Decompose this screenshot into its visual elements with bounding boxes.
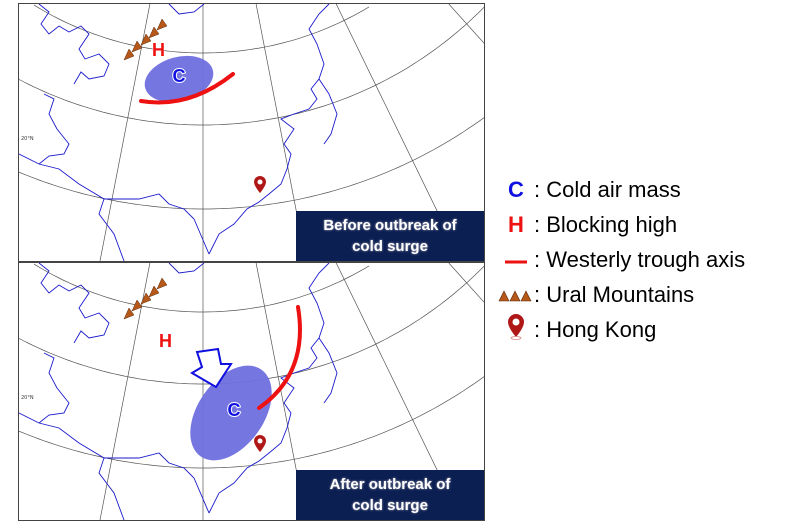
high-symbol: H — [508, 211, 524, 237]
latitude-circle — [19, 6, 484, 126]
mountain-triangle-icon — [148, 26, 160, 39]
mountain-triangle-icon — [131, 40, 143, 53]
legend-label: : Westerly trough axis — [534, 246, 746, 272]
cold-air-label: C — [173, 66, 186, 86]
legend-item-trough: : Westerly trough axis — [498, 242, 745, 277]
legend-item-ural: : Ural Mountains — [498, 277, 745, 312]
legend-label: : Hong Kong — [534, 316, 657, 342]
mountain-triangle-icon — [156, 277, 168, 290]
latitude-label: 20°N — [21, 136, 34, 142]
trough-axis — [139, 72, 235, 105]
mountain-triangle-icon — [148, 285, 160, 298]
mountain-triangle-icon — [156, 18, 168, 31]
blocking-high-label: H — [152, 40, 165, 60]
cold-air-label: C — [228, 400, 241, 420]
legend-item-blocking-high: H : Blocking high — [498, 207, 745, 242]
coastline — [19, 263, 338, 520]
cold-air-mass — [190, 365, 272, 461]
hong-kong-pin-icon — [254, 176, 266, 193]
caption-line: cold surge — [352, 497, 428, 514]
mountain-triangle-icon — [140, 292, 152, 305]
map-before: HC — [19, 4, 484, 261]
mountain-triangle-icon — [123, 307, 135, 320]
caption-line: cold surge — [352, 238, 428, 255]
panel-caption: After outbreak of cold surge — [296, 470, 484, 520]
legend-label: : Cold air mass — [534, 176, 681, 202]
legend-label: : Blocking high — [534, 211, 678, 237]
legend-item-hong-kong: : Hong Kong — [498, 312, 745, 347]
meridian-line — [448, 263, 484, 303]
latitude-circle — [33, 4, 370, 54]
trough-axis — [257, 305, 302, 410]
arrow-down-icon — [190, 347, 233, 389]
location-pin-icon — [498, 313, 534, 347]
mountain-triangle-icon — [140, 33, 152, 46]
meridian-line — [99, 4, 151, 261]
pin-hole — [257, 438, 263, 444]
hong-kong-pin-icon — [254, 435, 266, 452]
map-after: HC — [19, 263, 484, 520]
caption-line: After outbreak of — [329, 476, 451, 493]
legend-item-cold-air: C : Cold air mass — [498, 172, 745, 207]
caption-line: Before outbreak of — [323, 217, 457, 234]
pin-hole — [257, 179, 263, 185]
coastline — [19, 4, 338, 261]
blocking-high-label: H — [159, 331, 172, 351]
latitude-label: 20°N — [21, 395, 34, 401]
meridian-line — [448, 4, 484, 44]
legend-label: : Ural Mountains — [534, 281, 695, 307]
cold-air-mass — [144, 55, 214, 103]
latitude-circle — [33, 263, 370, 313]
legend: C : Cold air mass H : Blocking high : West… — [498, 172, 745, 347]
mountains-icon — [498, 282, 534, 308]
mountain-triangle-icon — [131, 299, 143, 312]
trough-line-icon — [498, 247, 534, 273]
meridian-line — [99, 263, 151, 520]
cold-symbol: C — [508, 176, 524, 202]
mountain-triangle-icon — [123, 48, 135, 61]
panel-caption: Before outbreak of cold surge — [296, 211, 484, 261]
